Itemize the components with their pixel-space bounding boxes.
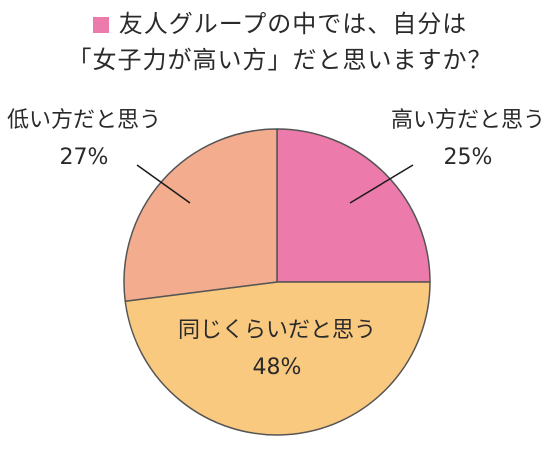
leader-line-high [349, 164, 414, 204]
slice-label-low: 低い方だと思う [7, 108, 161, 133]
chart-title-block: 友人グループの中では、自分は 「女子力が高い方」だと思いますか？ [0, 6, 560, 78]
pie-slices [123, 128, 431, 436]
pie-slice-low [123, 128, 278, 302]
slice-value-low: 27% [60, 145, 109, 170]
chart-subtitle: 「女子力が高い方」だと思いますか？ [67, 46, 493, 74]
leader-line-low [136, 164, 191, 204]
slice-value-same: 48% [253, 355, 302, 380]
leader-lines [136, 164, 414, 204]
chart-title-line: 友人グループの中では、自分は [0, 6, 560, 42]
slice-labels: 高い方だと思う 25% 同じくらいだと思う 48% 低い方だと思う 27% [7, 108, 545, 380]
pie-slice-same [124, 281, 431, 436]
chart-title: 友人グループの中では、自分は [118, 10, 468, 38]
pie-slice-high [276, 128, 431, 283]
slice-label-same: 同じくらいだと思う [178, 318, 376, 343]
legend-color-marker [92, 17, 109, 33]
slice-label-high: 高い方だと思う [391, 108, 545, 133]
slice-value-high: 25% [444, 145, 493, 170]
